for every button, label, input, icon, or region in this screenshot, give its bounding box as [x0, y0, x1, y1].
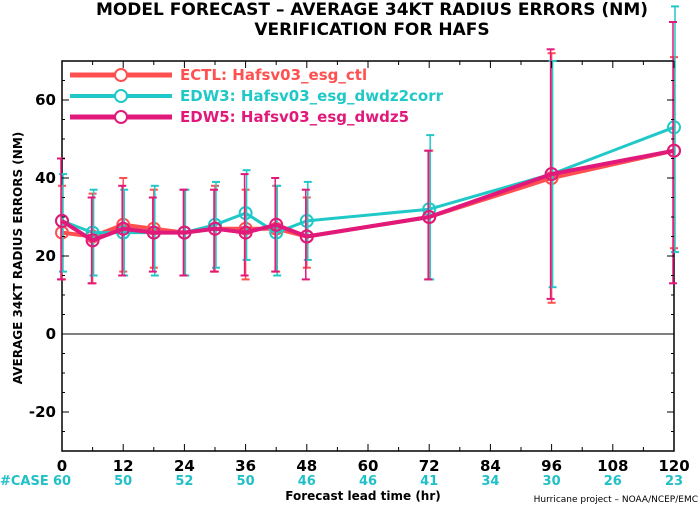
data-point — [238, 221, 253, 236]
data-point — [146, 225, 161, 240]
x-tick-label: 0 — [57, 457, 67, 475]
y-tick-label: 40 — [35, 169, 56, 187]
credit-text: Hurricane project – NOAA/NCEP/EMC — [534, 495, 698, 505]
chart-title: MODEL FORECAST – AVERAGE 34KT RADIUS ERR… — [96, 0, 648, 20]
y-tick-label: 60 — [35, 91, 56, 109]
data-point — [299, 213, 314, 228]
x-tick-label: 108 — [597, 457, 628, 475]
case-count-label: 46 — [298, 474, 316, 489]
case-count-label: 30 — [543, 474, 561, 489]
case-count-label: 60 — [53, 474, 71, 489]
x-tick-label: 48 — [296, 457, 317, 475]
data-point — [146, 221, 161, 236]
series-group — [55, 5, 681, 289]
x-tick-label: 60 — [358, 457, 379, 475]
case-label: #CASE — [0, 474, 49, 489]
case-count-label: 23 — [665, 474, 683, 489]
data-point — [177, 225, 192, 240]
data-point — [422, 210, 437, 224]
case-count-label: 41 — [420, 474, 438, 489]
legend-marker — [114, 89, 128, 103]
case-count-label: 26 — [604, 474, 622, 489]
legend-marker — [114, 110, 128, 124]
legend-label: ECTL: Hafsv03_esg_ctl — [180, 66, 367, 84]
y-tick-label: 20 — [35, 247, 56, 265]
data-point — [208, 221, 222, 236]
x-tick-label: 96 — [541, 457, 562, 475]
x-tick-label: 120 — [658, 457, 689, 475]
case-count-label: 34 — [481, 474, 499, 489]
data-point — [85, 233, 100, 248]
data-point — [544, 167, 559, 182]
data-point — [667, 120, 681, 135]
y-tick-label: 0 — [46, 325, 56, 343]
data-point — [238, 206, 253, 221]
case-count-label: 52 — [175, 474, 193, 489]
data-point — [667, 143, 681, 158]
chart-subtitle: VERIFICATION FOR HAFS — [254, 20, 489, 40]
data-point — [116, 221, 131, 236]
x-tick-label: 24 — [174, 457, 195, 475]
case-count-label: 50 — [237, 474, 255, 489]
case-count-label: 50 — [114, 474, 132, 489]
x-tick-label: 36 — [235, 457, 256, 475]
legend-marker — [114, 68, 128, 82]
legend-label: EDW5: Hafsv03_esg_dwdz5 — [180, 108, 409, 126]
data-point — [269, 217, 284, 232]
y-axis-label: AVERAGE 34KT RADIUS ERRORS (NM) — [11, 132, 25, 384]
x-tick-label: 12 — [113, 457, 134, 475]
x-axis-label: Forecast lead time (hr) — [285, 489, 441, 503]
data-point — [55, 213, 69, 228]
series-group — [55, 21, 681, 300]
data-point — [208, 217, 222, 232]
data-point — [299, 229, 314, 244]
legend-label: EDW3: Hafsv03_esg_dwdz2corr — [180, 87, 444, 105]
x-tick-label: 72 — [419, 457, 440, 475]
data-point — [238, 225, 253, 240]
y-tick-label: -20 — [29, 403, 56, 421]
x-tick-label: 84 — [480, 457, 501, 475]
case-count-label: 46 — [359, 474, 377, 489]
